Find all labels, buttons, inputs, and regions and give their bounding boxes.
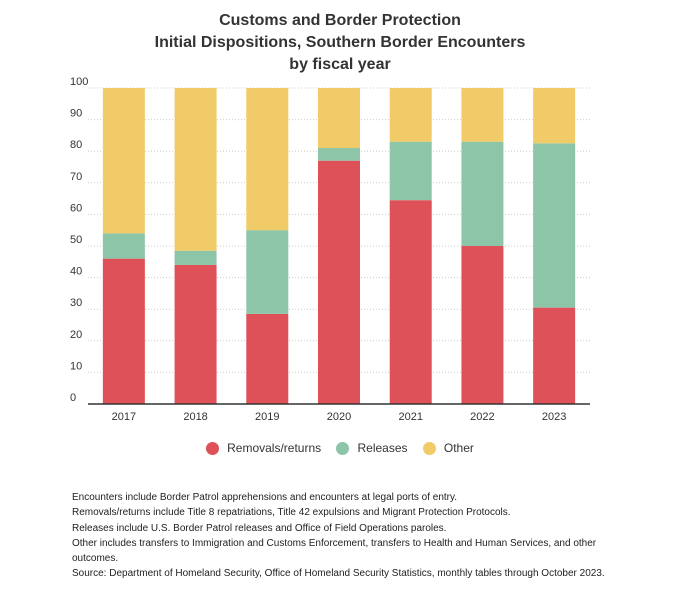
y-tick-label-50: 50	[70, 234, 82, 246]
legend-swatch-other	[422, 441, 436, 455]
y-tick-label-100: 100	[70, 76, 88, 88]
bar-2021-other	[389, 88, 432, 142]
x-tick-label-2023: 2023	[542, 411, 566, 423]
chart-title-line-3: by fiscal year	[289, 56, 391, 73]
x-tick-label-2022: 2022	[470, 411, 494, 423]
y-tick-label-60: 60	[70, 202, 82, 214]
chart-title-line-1: Customs and Border Protection	[219, 12, 461, 29]
bar-2019-removals	[246, 313, 289, 404]
y-tick-label-70: 70	[70, 171, 82, 183]
bar-2018-removals	[174, 264, 217, 404]
note-encounters: Encounters include Border Patrol apprehe…	[72, 492, 458, 503]
legend-swatch-removals	[206, 441, 220, 455]
bar-2018-releases	[174, 250, 217, 265]
bar-2020-other	[318, 88, 360, 149]
note-other: Other includes transfers to Immigration …	[72, 537, 597, 565]
bar-2017-removals	[102, 258, 145, 404]
bar-2022-other	[461, 88, 504, 142]
x-tick-label-2018: 2018	[183, 411, 207, 423]
x-tick-label-2017: 2017	[112, 411, 136, 423]
bar-2020-releases	[318, 148, 360, 161]
bar-2019-releases	[246, 230, 289, 314]
y-tick-label-30: 30	[70, 297, 82, 309]
legend-label-releases: Releases	[357, 441, 408, 455]
y-tick-label-20: 20	[70, 329, 82, 341]
note-releases: Releases include U.S. Border Patrol rele…	[72, 522, 447, 534]
y-tick-label-40: 40	[70, 266, 82, 278]
bar-2017-other	[102, 88, 145, 234]
bar-2023-removals	[533, 307, 576, 404]
x-tick-label-2021: 2021	[398, 411, 422, 423]
y-tick-label-10: 10	[70, 360, 82, 372]
x-tick-label-2019: 2019	[255, 411, 279, 423]
note-source: Source: Department of Homeland Security,…	[72, 568, 605, 580]
stacked-bar-chart: 0 10 20 30 40 50 60 70 80 90 100 2017 2018 2019 2020 20…	[70, 76, 590, 423]
legend-item-other: Other	[422, 441, 474, 455]
bar-2022-removals	[461, 246, 504, 404]
y-tick-label-0: 0	[70, 392, 76, 404]
bar-2020-removals	[318, 160, 360, 404]
bar-2021-releases	[389, 141, 432, 201]
bar-2019-other	[246, 88, 289, 231]
bar-2022-releases	[461, 141, 504, 246]
bar-2017-releases	[102, 233, 145, 259]
bar-2023-other	[533, 88, 576, 144]
chart-title-line-2: Initial Dispositions, Southern Border En…	[154, 34, 526, 51]
legend-swatch-releases	[336, 441, 350, 455]
legend-label-other: Other	[443, 441, 474, 455]
x-tick-label-2020: 2020	[327, 411, 351, 423]
legend-item-releases: Releases	[336, 441, 408, 455]
y-tick-label-80: 80	[70, 139, 82, 151]
legend-item-removals: Removals/returns	[206, 441, 321, 455]
y-tick-label-90: 90	[70, 108, 82, 120]
chart-title: Customs and Border Protection Initial Di…	[0, 10, 680, 76]
bar-2021-removals	[389, 200, 432, 404]
chart-notes: Encounters include Border Patrol apprehe…	[72, 490, 632, 582]
note-removals: Removals/returns include Title 8 repatri…	[72, 507, 511, 519]
bar-2023-releases	[533, 143, 576, 308]
bar-2018-other	[174, 88, 217, 251]
legend: Removals/returns Releases Other	[0, 441, 680, 458]
legend-label-removals: Removals/returns	[227, 441, 322, 455]
